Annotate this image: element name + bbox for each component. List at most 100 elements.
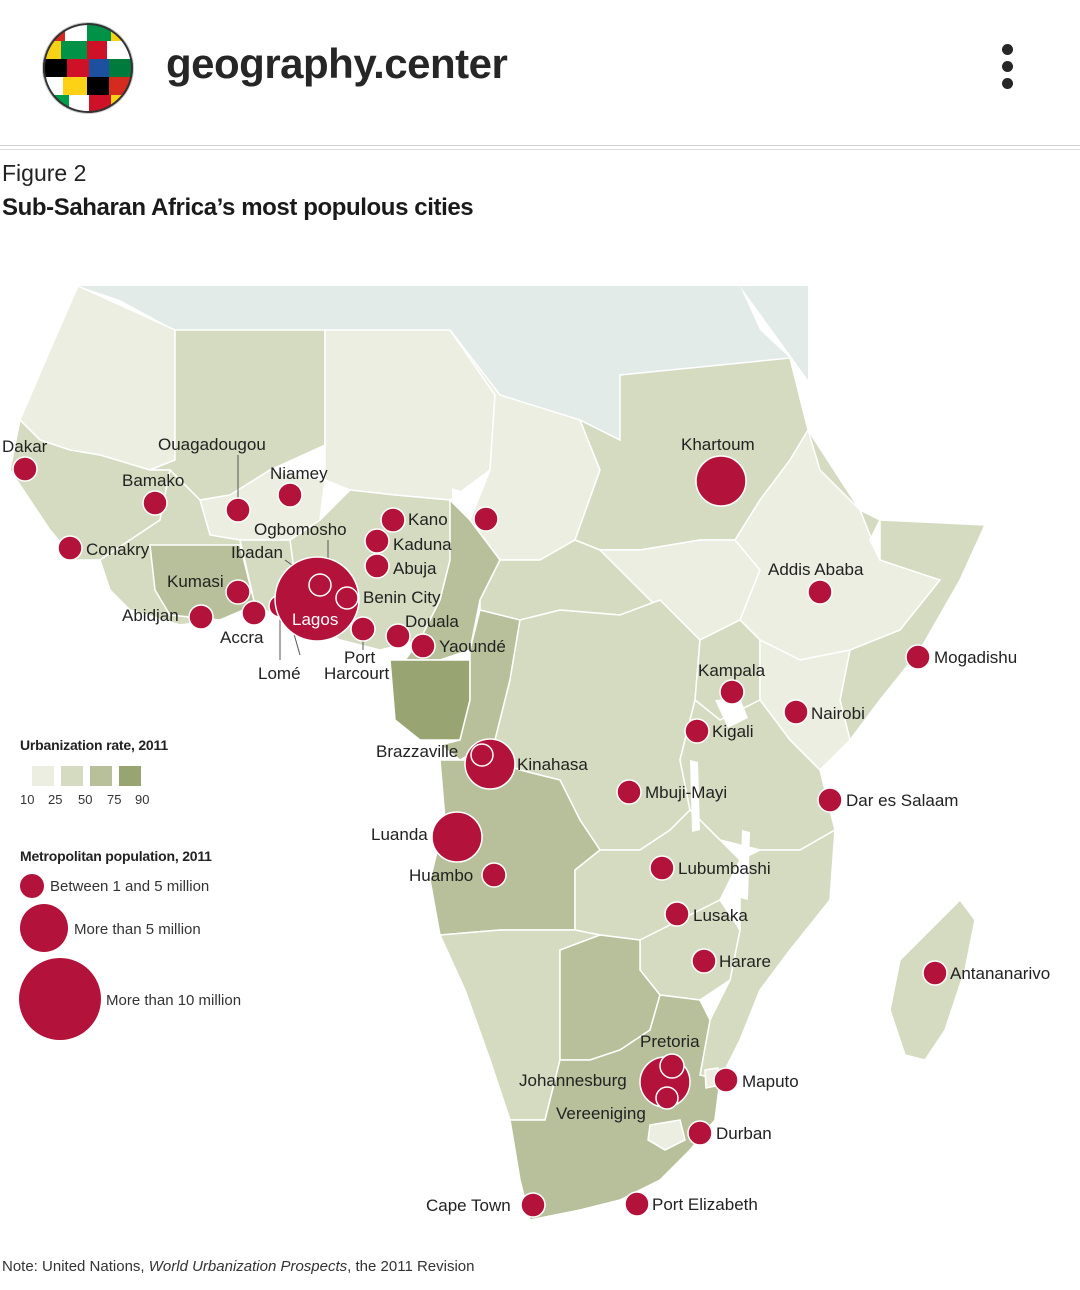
more-vertical-icon[interactable]	[990, 36, 1026, 98]
urbanization-tick: 50	[78, 792, 93, 807]
region-lesotho	[647, 1119, 686, 1151]
city-label: Huambo	[409, 866, 473, 885]
figure-label: Figure 2	[2, 160, 87, 186]
city-label: Harcourt	[324, 664, 389, 683]
city-label: Kampala	[698, 661, 766, 680]
city-marker-port-elizabeth	[624, 1191, 650, 1217]
city-marker-brazzaville	[470, 743, 494, 767]
population-legend-title: Metropolitan population, 2011	[20, 848, 212, 864]
urbanization-swatch	[90, 766, 112, 786]
city-label: Port	[344, 648, 375, 667]
city-label: Benin City	[363, 588, 441, 607]
source-note-suffix: , the 2011 Revision	[347, 1258, 475, 1275]
city-label: Vereeniging	[556, 1104, 646, 1123]
city-label: Durban	[716, 1124, 772, 1143]
city-label: Luanda	[371, 825, 428, 844]
city-label: Niamey	[270, 464, 328, 483]
population-legend-markers	[19, 874, 101, 1040]
city-marker-maputo	[713, 1067, 739, 1093]
city-marker-yaounde	[410, 633, 436, 659]
city-marker-huambo	[481, 862, 507, 888]
source-note: Note: United Nations, World Urbanization…	[2, 1258, 474, 1275]
city-label: Kigali	[712, 722, 754, 741]
city-marker-kano	[380, 507, 406, 533]
lake-chad	[452, 488, 470, 506]
urbanization-tick: 90	[135, 792, 150, 807]
lake-malawi	[740, 830, 750, 900]
city-marker-lusaka	[664, 901, 690, 927]
city-marker-kigali	[684, 718, 710, 744]
city-label: Kumasi	[167, 572, 224, 591]
urbanization-tick: 10	[20, 792, 35, 807]
city-marker-mogadishu	[905, 644, 931, 670]
post-header: geography.center	[0, 0, 1080, 146]
city-label: Abuja	[393, 559, 437, 578]
city-marker-nairobi	[783, 699, 809, 725]
city-marker-conakry	[57, 535, 83, 561]
city-label: Kaduna	[393, 535, 452, 554]
urbanization-legend-title: Urbanization rate, 2011	[20, 737, 168, 753]
urbanization-swatch	[119, 766, 141, 786]
city-label: Antananarivo	[950, 964, 1050, 983]
region-ghana	[149, 544, 256, 621]
city-label: Ogbomosho	[254, 520, 347, 539]
city-label: Abidjan	[122, 606, 179, 625]
city-marker-abidjan	[188, 604, 214, 630]
figure-title: Sub-Saharan Africa’s most populous citie…	[2, 194, 474, 221]
city-marker-port-harcourt	[350, 616, 376, 642]
city-label: Dakar	[2, 437, 48, 456]
city-label: Johannesburg	[519, 1071, 627, 1090]
urbanization-swatch	[61, 766, 83, 786]
city-label: Pretoria	[640, 1032, 700, 1051]
lake-tanganyika	[690, 760, 700, 832]
city-marker-kampala	[719, 679, 745, 705]
population-legend-label: More than 10 million	[106, 992, 242, 1009]
city-marker-dakar	[12, 456, 38, 482]
city-label: Cape Town	[426, 1196, 511, 1215]
header-divider	[0, 145, 1080, 146]
population-legend-label: More than 5 million	[74, 921, 201, 938]
city-label: Addis Ababa	[768, 560, 864, 579]
region-eritrea	[807, 429, 882, 561]
city-label: Bamako	[122, 471, 184, 490]
city-marker-antananarivo	[922, 960, 948, 986]
city-label: Ouagadougou	[158, 435, 266, 454]
city-marker-benin-city	[335, 586, 359, 610]
city-marker-luanda	[431, 811, 483, 863]
city-marker-lubumbashi	[649, 855, 675, 881]
legend-marker-small	[20, 874, 44, 898]
city-label: Dar es Salaam	[846, 791, 958, 810]
city-marker-harare	[691, 948, 717, 974]
city-label: Maputo	[742, 1072, 799, 1091]
city-marker-accra	[241, 600, 267, 626]
city-label: Accra	[220, 628, 264, 647]
city-marker-durban	[687, 1120, 713, 1146]
city-label: Lubumbashi	[678, 859, 771, 878]
city-marker-abuja	[364, 553, 390, 579]
urbanization-swatch	[32, 766, 54, 786]
legend-marker-medium	[20, 904, 68, 952]
city-marker-cape-town	[520, 1192, 546, 1218]
source-note-title: World Urbanization Prospects	[148, 1258, 348, 1275]
region-south-africa	[509, 994, 721, 1221]
header-divider-secondary	[0, 149, 1080, 150]
source-note-prefix: Note: United Nations,	[2, 1258, 149, 1275]
city-marker-pretoria	[659, 1053, 685, 1079]
city-marker-niamey	[277, 482, 303, 508]
legend-marker-large	[19, 958, 101, 1040]
city-marker-ibadan	[308, 573, 332, 597]
region-gabon	[389, 659, 471, 741]
city-label: Brazzaville	[376, 742, 458, 761]
city-marker-ouagadougou	[225, 497, 251, 523]
city-label: Conakry	[86, 540, 150, 559]
city-marker-mbuji-mayi	[616, 779, 642, 805]
city-label: Kano	[408, 510, 448, 529]
city-marker-lagos	[274, 556, 360, 642]
city-label: Nairobi	[811, 704, 865, 723]
city-label: Port Elizabeth	[652, 1195, 758, 1214]
city-marker-kaduna	[364, 528, 390, 554]
city-marker-khartoum	[695, 455, 747, 507]
account-name[interactable]: geography.center	[166, 40, 508, 87]
city-label: Kinahasa	[517, 755, 588, 774]
city-label-lagos: Lagos	[292, 610, 338, 629]
